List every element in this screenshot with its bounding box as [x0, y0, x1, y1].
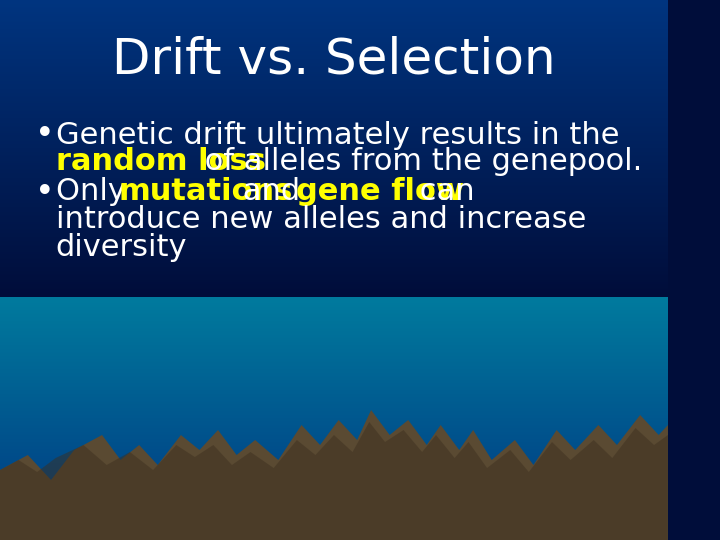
Text: Only: Only — [55, 178, 135, 206]
Text: random loss: random loss — [55, 147, 266, 177]
Text: •: • — [35, 118, 55, 152]
Text: and: and — [233, 178, 310, 206]
Text: gene flow: gene flow — [296, 178, 464, 206]
Text: Drift vs. Selection: Drift vs. Selection — [112, 36, 556, 84]
Text: •: • — [35, 176, 55, 208]
Text: of alleles from the genepool.: of alleles from the genepool. — [195, 147, 642, 177]
Text: can: can — [410, 178, 474, 206]
Polygon shape — [464, 480, 668, 540]
Polygon shape — [0, 410, 668, 540]
Text: diversity: diversity — [55, 233, 187, 261]
Text: introduce new alleles and increase: introduce new alleles and increase — [55, 206, 586, 234]
Text: Genetic drift ultimately results in the: Genetic drift ultimately results in the — [55, 120, 619, 150]
Polygon shape — [0, 422, 668, 540]
Text: mutations: mutations — [119, 178, 293, 206]
